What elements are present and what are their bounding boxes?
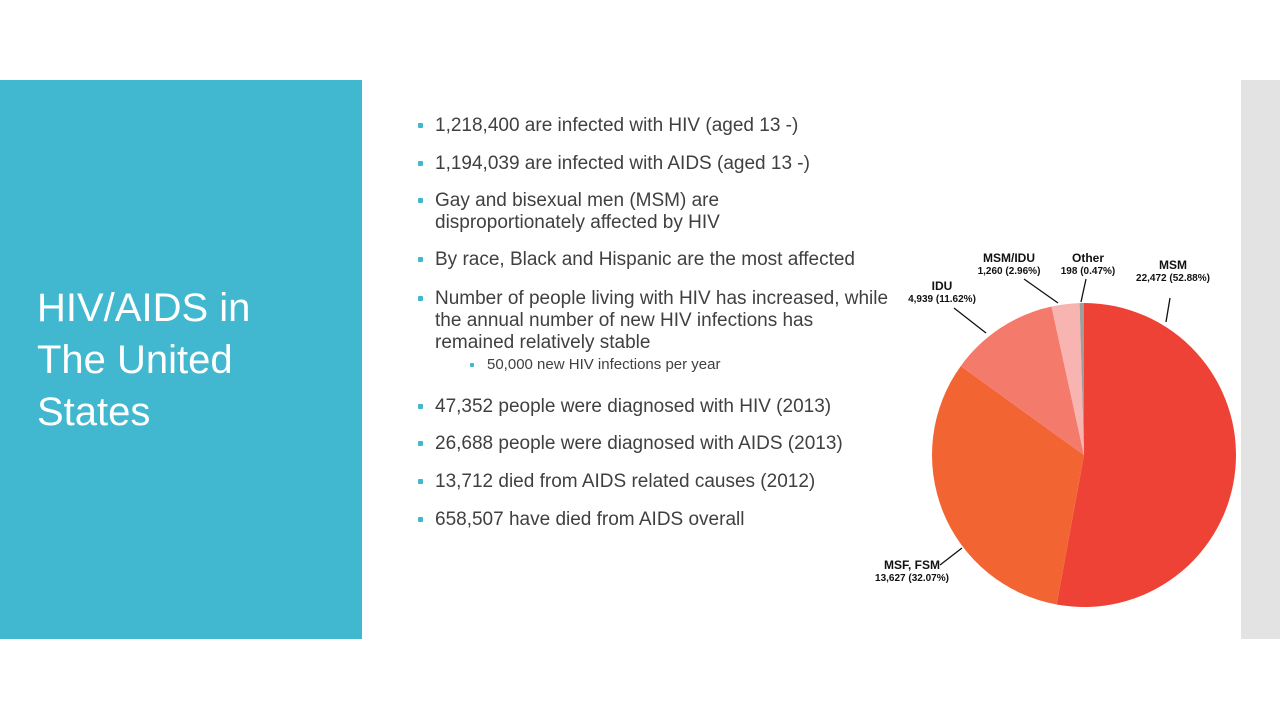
slide-title-line-2: The United [37, 338, 233, 382]
sub-bullet-marker [470, 363, 474, 367]
bullet-item: 26,688 people were diagnosed with AIDS (… [418, 433, 905, 455]
slice-name-label-msm-idu: MSM/IDU [983, 251, 1035, 265]
bullet-item: Gay and bisexual men (MSM) are dispropor… [418, 190, 765, 234]
bullet-text: Gay and bisexual men (MSM) are dispropor… [435, 190, 720, 233]
bullet-item: 658,507 have died from AIDS overall [418, 509, 905, 531]
bullet-text: 47,352 people were diagnosed with HIV (2… [435, 396, 832, 417]
leader-line-idu [953, 307, 987, 334]
slice-name-label-msm: MSM [1159, 258, 1187, 272]
leader-line-msm [1165, 297, 1171, 323]
bullet-marker [418, 517, 423, 522]
bullet-marker [418, 123, 423, 128]
bullet-marker [418, 198, 423, 203]
leader-line-msm-idu [1023, 278, 1059, 304]
pie-slice-idu [960, 306, 1084, 455]
pie-slice-msm-idu [1051, 303, 1084, 455]
slide-title: HIV/AIDS in The United States [37, 282, 337, 438]
bullet-text: 658,507 have died from AIDS overall [435, 509, 745, 530]
bullet-item: Number of people living with HIV has inc… [418, 288, 890, 354]
bullet-item: 1,218,400 are infected with HIV (aged 13… [418, 115, 905, 137]
leader-line-other [1080, 278, 1087, 303]
slice-value-label-msm-idu: 1,260 (2.96%) [978, 266, 1041, 277]
bullet-marker [418, 161, 423, 166]
slide-title-line-3: States [37, 390, 151, 434]
bullet-text: 1,218,400 are infected with HIV (aged 13… [435, 115, 799, 136]
slice-name-label-idu: IDU [932, 279, 953, 293]
bullet-marker [418, 404, 423, 409]
bullet-item: 47,352 people were diagnosed with HIV (2… [418, 396, 905, 418]
leader-line-msf-fsm [939, 547, 963, 566]
bullet-text: Number of people living with HIV has inc… [435, 288, 889, 353]
slice-name-label-msf-fsm: MSF, FSM [884, 558, 940, 572]
bullet-marker [418, 479, 423, 484]
bullet-item: By race, Black and Hispanic are the most… [418, 249, 905, 271]
pie-slice-other [1079, 303, 1084, 455]
sub-bullet-text: 50,000 new HIV infections per year [487, 356, 721, 373]
bullet-item: 13,712 died from AIDS related causes (20… [418, 471, 905, 493]
bullet-text: 1,194,039 are infected with AIDS (aged 1… [435, 153, 810, 174]
bullet-text: 26,688 people were diagnosed with AIDS (… [435, 433, 843, 454]
sub-bullet-item: 50,000 new HIV infections per year [470, 356, 887, 374]
bullet-item: 1,194,039 are infected with AIDS (aged 1… [418, 153, 905, 175]
bullet-marker [418, 257, 423, 262]
pie-slice-msf-fsm [932, 366, 1084, 605]
bullet-marker [418, 441, 423, 446]
bullet-text: By race, Black and Hispanic are the most… [435, 249, 855, 270]
right-decorative-strip [1241, 80, 1280, 639]
slice-value-label-other: 198 (0.47%) [1061, 266, 1115, 277]
bullet-marker [418, 296, 423, 301]
title-panel [0, 80, 362, 639]
bullet-text: 13,712 died from AIDS related causes (20… [435, 471, 816, 492]
slice-value-label-idu: 4,939 (11.62%) [908, 294, 976, 305]
slice-value-label-msf-fsm: 13,627 (32.07%) [875, 573, 949, 584]
pie-slice-msm [1056, 303, 1236, 607]
slide-title-line-1: HIV/AIDS in [37, 286, 251, 330]
slice-name-label-other: Other [1072, 251, 1104, 265]
slice-value-label-msm: 22,472 (52.88%) [1136, 273, 1210, 284]
